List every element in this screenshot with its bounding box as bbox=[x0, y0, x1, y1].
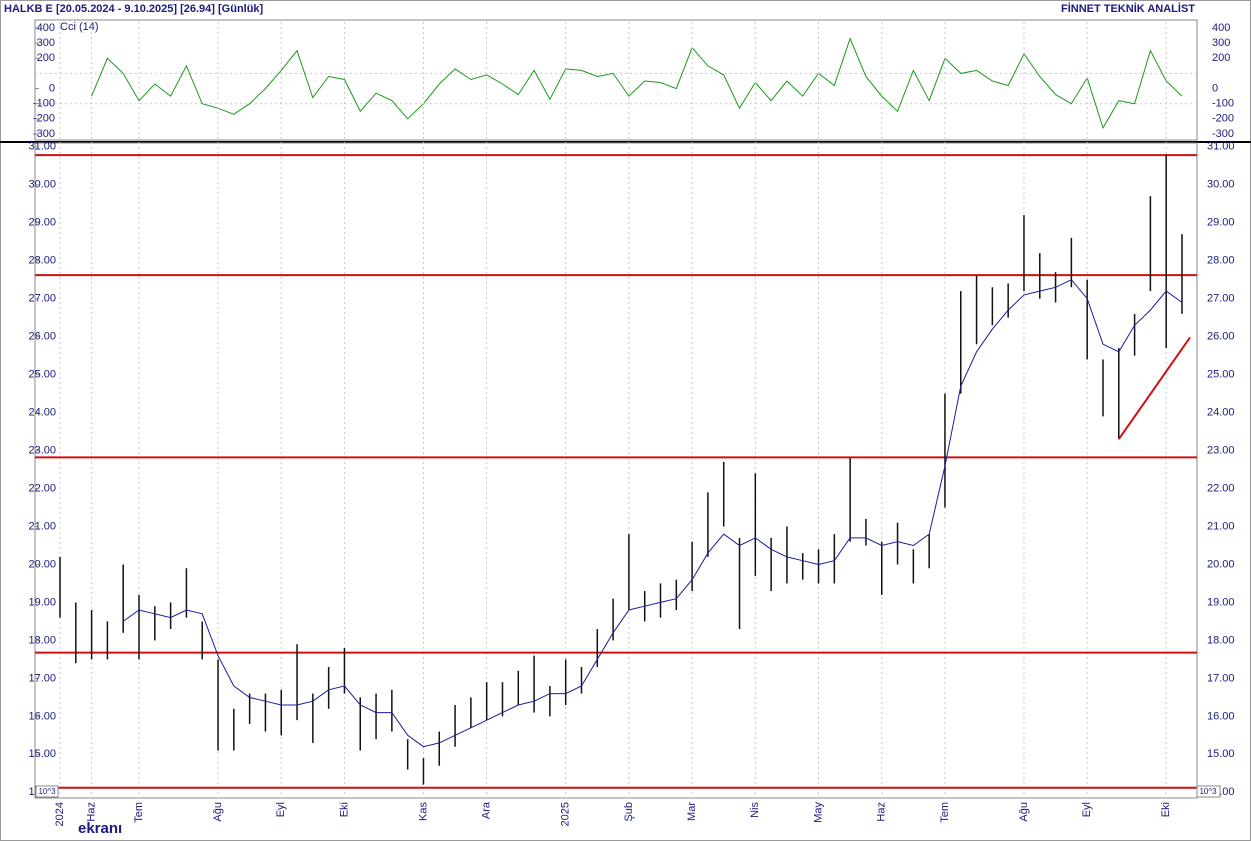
y2-tick-label: 24.00 bbox=[1207, 407, 1235, 419]
y-tick-label: 20.00 bbox=[28, 558, 56, 570]
x-tick-label: Ağu bbox=[1018, 802, 1030, 822]
chart-title: HALKB E [20.05.2024 - 9.10.2025] [26.94]… bbox=[4, 3, 264, 15]
y2-tick-label: 300 bbox=[1212, 37, 1230, 49]
x-tick-label: Şub bbox=[623, 802, 635, 822]
y-tick-label: 26.00 bbox=[28, 331, 56, 343]
x-tick-label: Ağu bbox=[212, 802, 224, 822]
y-tick-label: 27.00 bbox=[28, 293, 56, 305]
y2-tick-label: 30.00 bbox=[1207, 179, 1235, 191]
y2-tick-label: 26.00 bbox=[1207, 331, 1235, 343]
y2-tick-label: 19.00 bbox=[1207, 596, 1235, 608]
x-tick-label: Eki bbox=[338, 802, 350, 817]
y2-tick-label: 400 bbox=[1212, 22, 1230, 34]
x-tick-label: Mar bbox=[686, 802, 698, 821]
y-tick-label: 21.00 bbox=[28, 520, 56, 532]
y2-tick-label: 23.00 bbox=[1207, 444, 1235, 456]
x-tick-label: Eki bbox=[1160, 802, 1172, 817]
x-tick-label: 2025 bbox=[560, 802, 572, 826]
y-tick-label: 30.00 bbox=[28, 179, 56, 191]
trend-line bbox=[1117, 336, 1191, 440]
y-tick-label: 24.00 bbox=[28, 407, 56, 419]
y-tick-label: 400 bbox=[37, 22, 55, 34]
y-tick-label: -100 bbox=[33, 98, 55, 110]
y2-tick-label: 28.00 bbox=[1207, 255, 1235, 267]
y2-tick-label: 21.00 bbox=[1207, 520, 1235, 532]
moving-average bbox=[122, 279, 1183, 748]
y-tick-label: 25.00 bbox=[28, 369, 56, 381]
y2-tick-label: -300 bbox=[1212, 128, 1234, 140]
y-tick-label: -300 bbox=[33, 128, 55, 140]
y-tick-label: 16.00 bbox=[28, 710, 56, 722]
x-tick-label: Haz bbox=[86, 802, 98, 822]
scale-box bbox=[35, 785, 59, 798]
y-tick-label: 31.00 bbox=[28, 141, 56, 153]
chart-subtitle: FİNNET TEKNİK ANALİST bbox=[1061, 2, 1195, 15]
x-tick-label: Tem bbox=[939, 802, 951, 823]
y-tick-label: 18.00 bbox=[28, 634, 56, 646]
y-tick-label: 17.00 bbox=[28, 672, 56, 684]
scale-box bbox=[1196, 785, 1221, 798]
y2-tick-label: -200 bbox=[1212, 113, 1234, 125]
x-tick-label: 2024 bbox=[54, 802, 66, 826]
x-tick-label: Eyl bbox=[275, 802, 287, 817]
cci-panel bbox=[34, 19, 1198, 141]
y2-tick-label: 20.00 bbox=[1207, 558, 1235, 570]
y2-tick-label: 17.00 bbox=[1207, 672, 1235, 684]
y-tick-label: -200 bbox=[33, 113, 55, 125]
x-tick-label: Tem bbox=[133, 802, 145, 823]
scale-label: 10^3 bbox=[38, 787, 56, 796]
x-tick-label: Kas bbox=[417, 802, 429, 821]
y2-tick-label: 27.00 bbox=[1207, 293, 1235, 305]
y2-tick-label: 31.00 bbox=[1207, 141, 1235, 153]
y2-tick-label: 15.00 bbox=[1207, 748, 1235, 760]
y-tick-label: 0 bbox=[49, 82, 55, 94]
scale-label: 10^3 bbox=[1199, 787, 1217, 796]
y2-tick-label: 0 bbox=[1212, 82, 1218, 94]
cci-line bbox=[91, 37, 1183, 130]
y2-tick-label: 200 bbox=[1212, 52, 1230, 64]
x-tick-label: May bbox=[812, 802, 824, 823]
y-tick-label: 28.00 bbox=[28, 255, 56, 267]
x-tick-label: Haz bbox=[876, 802, 888, 822]
y2-tick-label: 16.00 bbox=[1207, 710, 1235, 722]
y-tick-label: 15.00 bbox=[28, 748, 56, 760]
panel-label: Cci (14) bbox=[60, 21, 99, 33]
x-tick-label: Ara bbox=[481, 801, 493, 819]
y2-tick-label: 29.00 bbox=[1207, 217, 1235, 229]
price-panel bbox=[34, 142, 1198, 799]
y-tick-label: 200 bbox=[37, 52, 55, 64]
watermark: ekranı bbox=[78, 820, 122, 837]
y-tick-label: 300 bbox=[37, 37, 55, 49]
x-tick-label: Eyl bbox=[1081, 802, 1093, 817]
y2-tick-label: 22.00 bbox=[1207, 482, 1235, 494]
y-tick-label: 19.00 bbox=[28, 596, 56, 608]
y-tick-label: 23.00 bbox=[28, 444, 56, 456]
y-tick-label: 29.00 bbox=[28, 217, 56, 229]
y2-tick-label: -100 bbox=[1212, 98, 1234, 110]
y2-tick-label: 18.00 bbox=[1207, 634, 1235, 646]
y-tick-label: 22.00 bbox=[28, 482, 56, 494]
y2-tick-label: 25.00 bbox=[1207, 369, 1235, 381]
x-tick-label: Nis bbox=[749, 802, 761, 818]
